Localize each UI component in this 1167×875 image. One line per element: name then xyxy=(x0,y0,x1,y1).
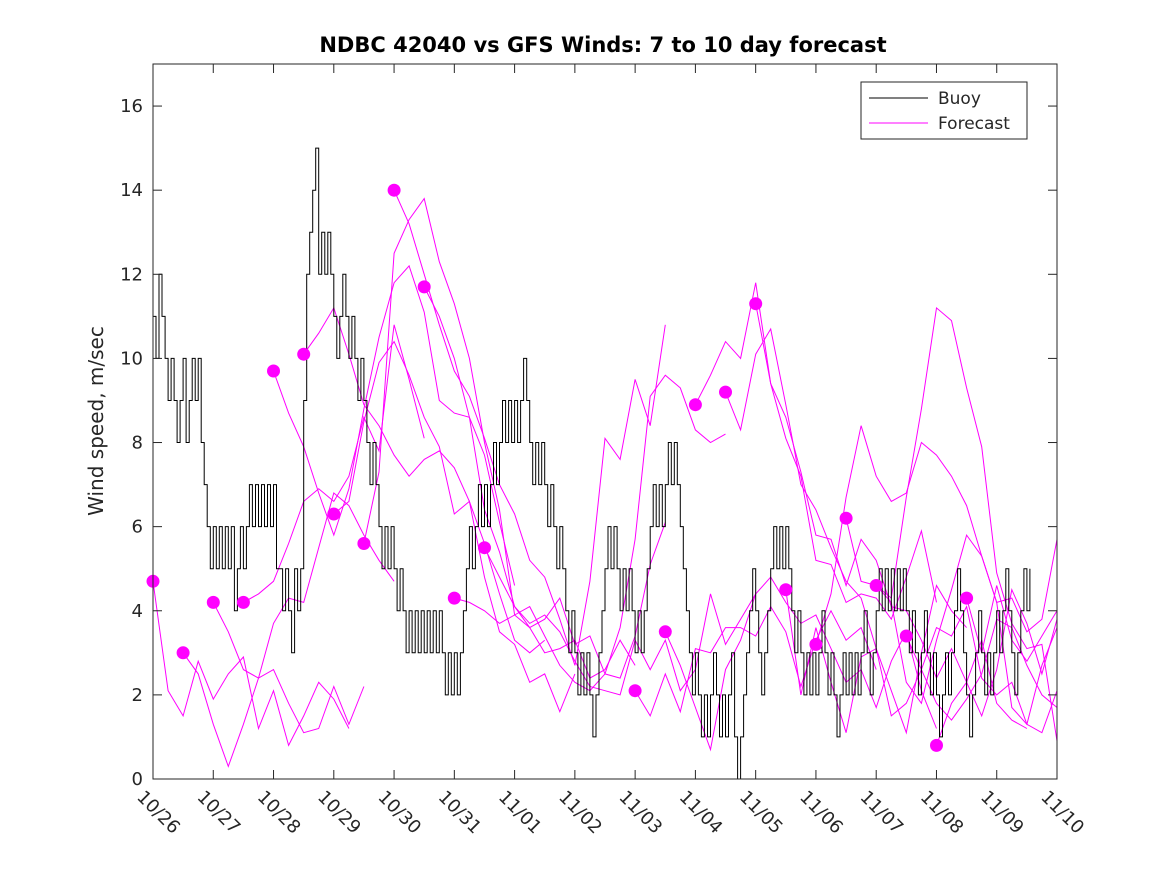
forecast-marker-2 xyxy=(176,646,190,660)
forecast-marker-18 xyxy=(779,583,793,597)
forecast-marker-19 xyxy=(809,637,823,651)
forecast-marker-5 xyxy=(267,364,280,378)
forecast-line-19 xyxy=(815,425,1058,645)
y-tick-label-16: 16 xyxy=(120,96,143,117)
forecast-line-1 xyxy=(152,581,350,747)
forecast-marker-12 xyxy=(478,541,491,555)
forecast-marker-17 xyxy=(749,297,763,311)
forecast-line-15 xyxy=(694,282,937,621)
y-tick-label-12: 12 xyxy=(120,264,143,285)
forecast-marker-6 xyxy=(297,347,311,361)
forecast-line-5 xyxy=(273,264,516,586)
forecast-line-20 xyxy=(845,306,1058,742)
forecast-marker-22 xyxy=(899,629,913,643)
forecast-line-9 xyxy=(393,189,666,666)
forecast-line-22 xyxy=(905,618,1058,721)
forecast-line-21 xyxy=(875,533,1058,726)
y-tick-label-6: 6 xyxy=(132,517,143,538)
forecast-marker-8 xyxy=(357,537,371,550)
y-tick-label-2: 2 xyxy=(132,685,143,706)
forecast-marker-7 xyxy=(327,507,341,521)
y-tick-label-4: 4 xyxy=(132,601,143,622)
y-axis-label: Wind speed, m/sec xyxy=(84,326,108,516)
y-tick-label-0: 0 xyxy=(132,769,143,790)
y-tick-label-8: 8 xyxy=(132,433,143,454)
forecast-marker-13 xyxy=(628,684,642,698)
forecast-marker-16 xyxy=(719,385,732,399)
forecast-line-10 xyxy=(423,286,666,679)
forecast-marker-3 xyxy=(206,595,220,609)
forecast-marker-10 xyxy=(417,280,431,294)
legend-box xyxy=(860,81,1028,140)
forecast-line-16 xyxy=(725,327,967,735)
legend-label-buoy: Buoy xyxy=(938,89,981,109)
legend: Buoy Forecast xyxy=(860,81,1028,140)
forecast-line-4 xyxy=(243,324,425,603)
axes-box xyxy=(152,63,1058,780)
forecast-marker-9 xyxy=(387,183,401,197)
forecast-line-3 xyxy=(212,492,395,679)
forecast-marker-21 xyxy=(869,579,883,592)
forecast-marker-14 xyxy=(658,625,672,639)
forecast-marker-15 xyxy=(688,398,702,412)
forecast-line-7 xyxy=(333,340,576,714)
forecast-line-2 xyxy=(182,652,365,768)
forecast-line-13 xyxy=(634,605,877,718)
forecast-marker-23 xyxy=(930,738,943,752)
forecast-marker-4 xyxy=(236,595,250,609)
y-tick-label-14: 14 xyxy=(120,180,143,201)
forecast-marker-20 xyxy=(839,511,853,525)
y-tick-label-10: 10 xyxy=(120,348,143,369)
forecast-line-12 xyxy=(484,547,757,696)
legend-label-forecast: Forecast xyxy=(938,114,1010,134)
forecast-marker-11 xyxy=(447,591,461,605)
forecast-line-6 xyxy=(303,306,546,654)
chart-title: NDBC 42040 vs GFS Winds: 7 to 10 day for… xyxy=(319,33,886,57)
forecast-marker-24 xyxy=(960,591,974,605)
forecast-line-23 xyxy=(936,588,1058,746)
buoy-line xyxy=(153,147,1031,780)
